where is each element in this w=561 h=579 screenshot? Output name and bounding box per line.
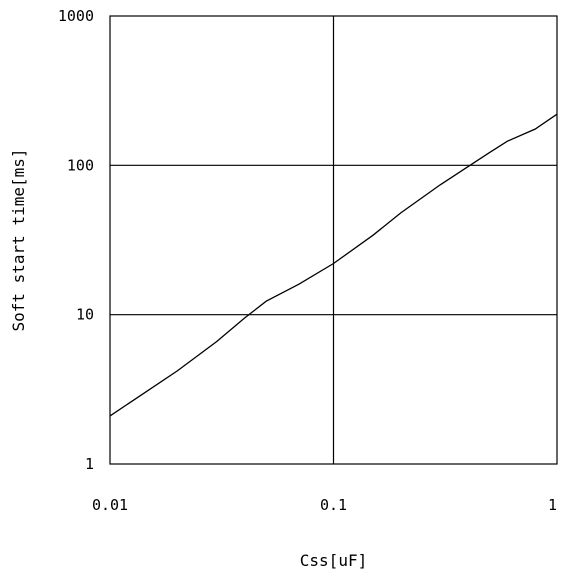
y-axis-label: Soft start time[ms]	[9, 148, 28, 331]
x-tick-label: 0.1	[320, 496, 347, 514]
y-tick-label: 1000	[58, 7, 94, 25]
x-tick-label: 1	[548, 496, 557, 514]
x-axis-label: Css[uF]	[300, 551, 367, 570]
y-tick-label: 100	[67, 156, 94, 174]
y-tick-labels: 1 10 100 1000	[58, 7, 94, 473]
series-group	[109, 113, 558, 417]
y-tick-label: 1	[85, 455, 94, 473]
y-tick-label: 10	[76, 306, 94, 324]
series-line	[109, 113, 558, 417]
grid-lines	[110, 16, 557, 464]
plot-frame	[109, 15, 558, 465]
x-tick-label: 0.01	[92, 496, 128, 514]
x-tick-labels: 0.01 0.1 1	[92, 496, 557, 514]
